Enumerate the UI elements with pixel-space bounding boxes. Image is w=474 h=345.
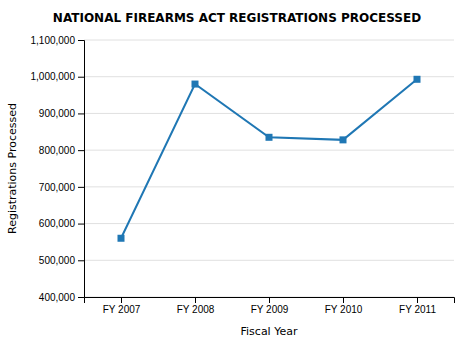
marker (340, 136, 347, 143)
y-tick-label: 600,000 (39, 218, 76, 229)
x-axis-title: Fiscal Year (241, 325, 298, 338)
x-tick: FY 2007 (103, 297, 141, 315)
y-tick: 400,000 (39, 292, 84, 303)
marker (118, 235, 125, 242)
x-axis-line (85, 298, 455, 304)
x-tick-mark (417, 297, 418, 303)
grid-line (84, 223, 454, 224)
grid-line (84, 186, 454, 187)
marker (414, 76, 421, 83)
x-tick: FY 2010 (325, 297, 363, 315)
series (118, 76, 421, 242)
y-tick-label: 1,100,000 (31, 35, 76, 46)
grid-line (84, 40, 454, 41)
y-axis: 400,000 500,000 600,000 700,000 800,000 900,0… (31, 35, 85, 303)
y-tick: 600,000 (39, 218, 84, 229)
y-tick: 1,000,000 (31, 71, 85, 82)
chart: FY 2007 FY 2008 FY 2009 FY 2010 FY 2011 400,0… (0, 0, 474, 345)
x-tick-label: FY 2007 (103, 304, 141, 315)
y-tick: 800,000 (39, 145, 84, 156)
x-tick-mark (195, 297, 196, 303)
grid-line (84, 260, 454, 261)
y-axis-title: Registrations Processed (6, 103, 19, 234)
y-tick-mark (78, 40, 84, 41)
x-tick-label: FY 2010 (325, 304, 363, 315)
grid-line (84, 150, 454, 151)
x-tick-mark (343, 297, 344, 303)
line (121, 79, 417, 238)
y-axis-line (78, 41, 85, 298)
y-tick-label: 1,000,000 (31, 71, 76, 82)
grid (84, 40, 454, 297)
y-tick: 500,000 (39, 255, 84, 266)
x-axis: FY 2007 FY 2008 FY 2009 FY 2010 FY 2011 (85, 297, 455, 315)
title: NATIONAL FIREARMS ACT REGISTRATIONS PROC… (53, 11, 421, 25)
plot-area: FY 2007 FY 2008 FY 2009 FY 2010 FY 2011 400,0… (31, 35, 455, 315)
marker (192, 81, 199, 88)
x-tick-mark (121, 297, 122, 303)
y-tick-mark (78, 297, 84, 298)
y-tick: 1,100,000 (31, 35, 85, 46)
y-tick-label: 800,000 (39, 145, 76, 156)
x-tick-label: FY 2009 (251, 304, 289, 315)
y-tick-label: 400,000 (39, 292, 76, 303)
x-tick-mark (269, 297, 270, 303)
y-tick-mark (78, 113, 84, 114)
x-tick-label: FY 2011 (399, 304, 436, 315)
marker (266, 134, 273, 141)
x-tick-label: FY 2008 (177, 304, 215, 315)
y-tick-mark (78, 150, 84, 151)
y-tick-label: 700,000 (39, 182, 76, 193)
x-tick: FY 2008 (177, 297, 215, 315)
y-tick-mark (78, 224, 84, 225)
y-tick: 900,000 (39, 108, 84, 119)
y-tick-label: 500,000 (39, 255, 76, 266)
y-tick-mark (78, 187, 84, 188)
y-tick-label: 900,000 (39, 108, 76, 119)
grid-line (84, 76, 454, 77)
y-tick-mark (78, 260, 84, 261)
x-tick: FY 2011 (399, 297, 436, 315)
y-tick-mark (78, 77, 84, 78)
grid-line (84, 113, 454, 114)
x-tick: FY 2009 (251, 297, 289, 315)
y-tick: 700,000 (39, 182, 84, 193)
